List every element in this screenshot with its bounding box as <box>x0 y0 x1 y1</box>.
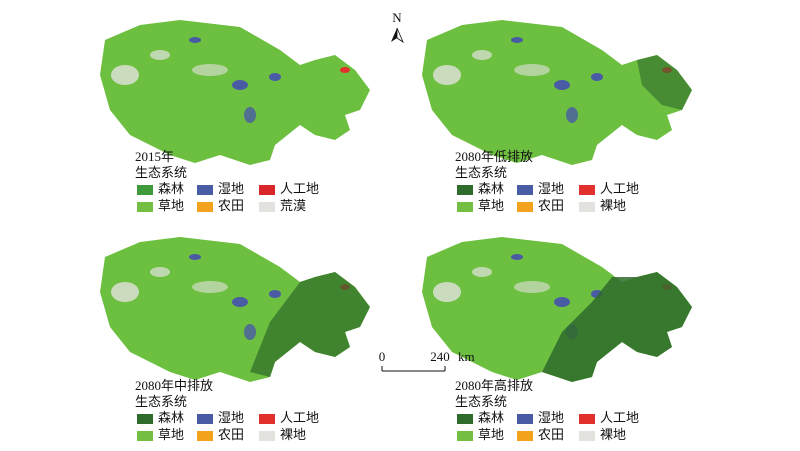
scale-end: 240 <box>430 349 450 364</box>
legend-swatch <box>137 202 153 212</box>
legend-label: 湿地 <box>218 181 244 196</box>
legend-label: 湿地 <box>218 410 244 425</box>
scale-unit: km <box>458 349 475 364</box>
legend-swatch <box>579 414 595 424</box>
north-label: N <box>392 10 402 25</box>
legend-title: 生态系统 <box>455 394 507 409</box>
legend-swatch <box>259 202 275 212</box>
legend-swatch <box>457 431 473 441</box>
legend-swatch <box>579 185 595 195</box>
legend-swatch <box>457 202 473 212</box>
legend-label: 森林 <box>158 410 184 425</box>
legend-label: 湿地 <box>538 181 564 196</box>
legend-label: 裸地 <box>280 427 306 442</box>
panel-title: 2015年 <box>135 149 174 164</box>
legend-label: 森林 <box>478 410 504 425</box>
legend-label: 草地 <box>158 198 184 213</box>
legend-swatch <box>197 185 213 195</box>
north-arrow: N <box>391 10 404 44</box>
legend-label: 人工地 <box>600 410 639 425</box>
map-2080-mid <box>100 237 370 382</box>
panel-title: 2080年高排放 <box>455 378 533 393</box>
legend-swatch <box>457 185 473 195</box>
legend-swatch <box>259 414 275 424</box>
legend-label: 草地 <box>158 427 184 442</box>
panel-title: 2080年低排放 <box>455 149 533 164</box>
map-2015 <box>100 20 370 165</box>
legend-label: 农田 <box>538 427 564 442</box>
legend-label: 森林 <box>158 181 184 196</box>
legend-label: 农田 <box>218 198 244 213</box>
legend-label: 农田 <box>538 198 564 213</box>
legend-label: 裸地 <box>600 427 626 442</box>
legend-swatch <box>579 202 595 212</box>
legend-swatch <box>517 202 533 212</box>
legend-swatch <box>457 414 473 424</box>
legend-label: 裸地 <box>600 198 626 213</box>
legend-swatch <box>517 431 533 441</box>
legend-swatch <box>137 185 153 195</box>
legend-swatch <box>517 185 533 195</box>
legend-label: 草地 <box>478 427 504 442</box>
legend-swatch <box>517 414 533 424</box>
map-2080-low <box>422 20 692 165</box>
legend-title: 生态系统 <box>455 165 507 180</box>
legend-label: 农田 <box>218 427 244 442</box>
legend-label: 人工地 <box>280 181 319 196</box>
legend-label: 荒漠 <box>280 198 306 213</box>
legend-swatch <box>579 431 595 441</box>
legend-swatch <box>259 185 275 195</box>
map-2080-high <box>422 237 692 382</box>
legend-title: 生态系统 <box>135 165 187 180</box>
legend-title: 生态系统 <box>135 394 187 409</box>
legend-label: 森林 <box>478 181 504 196</box>
scale-start: 0 <box>379 349 386 364</box>
legend-label: 人工地 <box>600 181 639 196</box>
legend-label: 湿地 <box>538 410 564 425</box>
legend-swatch <box>197 431 213 441</box>
legend-swatch <box>197 202 213 212</box>
legend-swatch <box>137 431 153 441</box>
legend-swatch <box>259 431 275 441</box>
panel-title: 2080年中排放 <box>135 378 213 393</box>
legend-swatch <box>137 414 153 424</box>
legend-swatch <box>197 414 213 424</box>
scale-bar: 0 240 km <box>379 349 475 372</box>
legend-label: 草地 <box>478 198 504 213</box>
legend-label: 人工地 <box>280 410 319 425</box>
